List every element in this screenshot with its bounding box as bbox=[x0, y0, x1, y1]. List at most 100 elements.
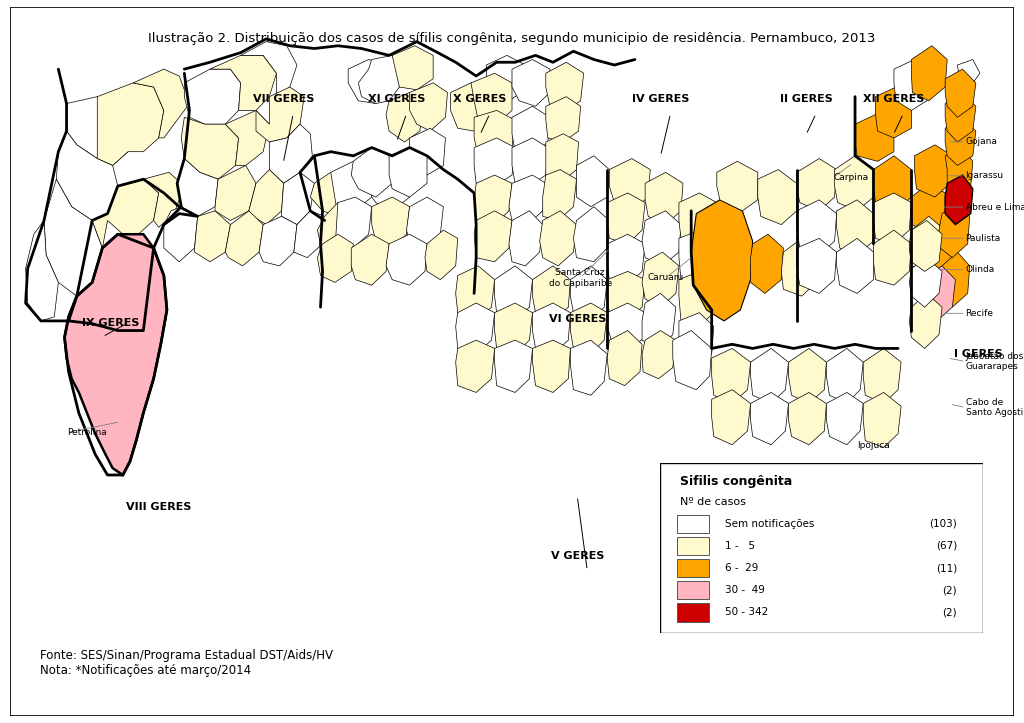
Polygon shape bbox=[577, 156, 609, 207]
Polygon shape bbox=[512, 106, 550, 156]
Polygon shape bbox=[546, 134, 579, 184]
Polygon shape bbox=[679, 193, 717, 244]
Text: (11): (11) bbox=[936, 563, 957, 573]
Polygon shape bbox=[177, 158, 218, 216]
Polygon shape bbox=[609, 158, 650, 211]
Text: Cabo de
Santo Agostinho: Cabo de Santo Agostinho bbox=[966, 398, 1024, 417]
Polygon shape bbox=[259, 216, 297, 266]
Polygon shape bbox=[945, 69, 976, 117]
Polygon shape bbox=[797, 239, 837, 294]
Polygon shape bbox=[389, 147, 427, 197]
Polygon shape bbox=[712, 348, 751, 403]
Text: Caruaru: Caruaru bbox=[647, 273, 684, 283]
Text: Gojana: Gojana bbox=[966, 137, 997, 146]
Polygon shape bbox=[939, 202, 970, 257]
Polygon shape bbox=[909, 221, 942, 271]
Text: Ilustração 2. Distribuição dos casos de sífilis congênita, segundo municipio de : Ilustração 2. Distribuição dos casos de … bbox=[148, 32, 876, 45]
Polygon shape bbox=[607, 271, 645, 321]
Text: VII GERES: VII GERES bbox=[253, 94, 314, 104]
Polygon shape bbox=[570, 266, 607, 321]
Polygon shape bbox=[642, 252, 679, 307]
Polygon shape bbox=[945, 147, 973, 197]
Polygon shape bbox=[607, 193, 645, 244]
Polygon shape bbox=[509, 211, 543, 266]
Polygon shape bbox=[607, 234, 645, 285]
Polygon shape bbox=[215, 166, 256, 221]
Text: XI GERES: XI GERES bbox=[368, 94, 425, 104]
Polygon shape bbox=[679, 230, 717, 285]
Text: II GERES: II GERES bbox=[779, 94, 833, 104]
Polygon shape bbox=[372, 197, 410, 248]
Polygon shape bbox=[837, 239, 873, 294]
Polygon shape bbox=[758, 170, 797, 225]
Polygon shape bbox=[797, 158, 837, 211]
Text: 6 -  29: 6 - 29 bbox=[725, 563, 759, 573]
Polygon shape bbox=[44, 179, 102, 296]
Polygon shape bbox=[249, 170, 284, 225]
Polygon shape bbox=[456, 266, 495, 321]
Polygon shape bbox=[317, 202, 353, 252]
Text: Petrolina: Petrolina bbox=[68, 428, 108, 437]
Polygon shape bbox=[911, 46, 947, 100]
Polygon shape bbox=[876, 87, 911, 138]
Polygon shape bbox=[642, 294, 676, 348]
Polygon shape bbox=[570, 303, 607, 354]
Polygon shape bbox=[225, 111, 269, 166]
Polygon shape bbox=[751, 393, 788, 445]
Polygon shape bbox=[645, 172, 683, 225]
Text: I GERES: I GERES bbox=[953, 349, 1002, 359]
Polygon shape bbox=[573, 207, 609, 262]
Polygon shape bbox=[642, 211, 681, 266]
Text: Recife: Recife bbox=[966, 309, 993, 318]
Polygon shape bbox=[67, 97, 133, 166]
Text: (2): (2) bbox=[943, 607, 957, 617]
Text: III GERES: III GERES bbox=[774, 541, 831, 551]
Text: (2): (2) bbox=[943, 585, 957, 595]
Polygon shape bbox=[797, 200, 837, 255]
Polygon shape bbox=[92, 179, 159, 248]
Bar bbox=[677, 581, 709, 599]
Bar bbox=[677, 536, 709, 555]
Text: Ipojuca: Ipojuca bbox=[857, 440, 890, 450]
Text: 50 - 342: 50 - 342 bbox=[725, 607, 768, 617]
Text: 1 -   5: 1 - 5 bbox=[725, 541, 755, 551]
Polygon shape bbox=[486, 56, 525, 100]
Text: VI GERES: VI GERES bbox=[549, 314, 606, 324]
Polygon shape bbox=[570, 341, 607, 395]
Polygon shape bbox=[495, 341, 532, 393]
Polygon shape bbox=[56, 131, 118, 221]
Polygon shape bbox=[143, 172, 184, 227]
Polygon shape bbox=[717, 161, 758, 211]
Polygon shape bbox=[532, 266, 570, 321]
Text: Igarassu: Igarassu bbox=[966, 171, 1004, 180]
Text: 30 -  49: 30 - 49 bbox=[725, 585, 765, 595]
Text: IX GERES: IX GERES bbox=[83, 317, 140, 328]
Polygon shape bbox=[65, 234, 167, 475]
Polygon shape bbox=[225, 211, 263, 266]
Polygon shape bbox=[712, 390, 751, 445]
Polygon shape bbox=[410, 83, 447, 131]
Polygon shape bbox=[945, 175, 973, 225]
Polygon shape bbox=[456, 341, 495, 393]
Polygon shape bbox=[512, 59, 550, 106]
Polygon shape bbox=[543, 170, 577, 221]
Bar bbox=[677, 603, 709, 622]
Polygon shape bbox=[451, 83, 488, 131]
Polygon shape bbox=[407, 197, 443, 248]
Polygon shape bbox=[546, 62, 584, 111]
Text: (103): (103) bbox=[930, 519, 957, 529]
Polygon shape bbox=[788, 393, 826, 445]
Polygon shape bbox=[184, 69, 241, 124]
Text: (67): (67) bbox=[936, 541, 957, 551]
Polygon shape bbox=[181, 117, 239, 179]
Polygon shape bbox=[679, 271, 717, 326]
Polygon shape bbox=[351, 147, 392, 197]
Polygon shape bbox=[351, 234, 389, 285]
Polygon shape bbox=[425, 230, 458, 280]
Polygon shape bbox=[386, 234, 427, 285]
Polygon shape bbox=[546, 97, 581, 142]
Polygon shape bbox=[410, 128, 445, 175]
Polygon shape bbox=[133, 69, 189, 138]
Polygon shape bbox=[164, 207, 198, 262]
Polygon shape bbox=[97, 83, 164, 166]
